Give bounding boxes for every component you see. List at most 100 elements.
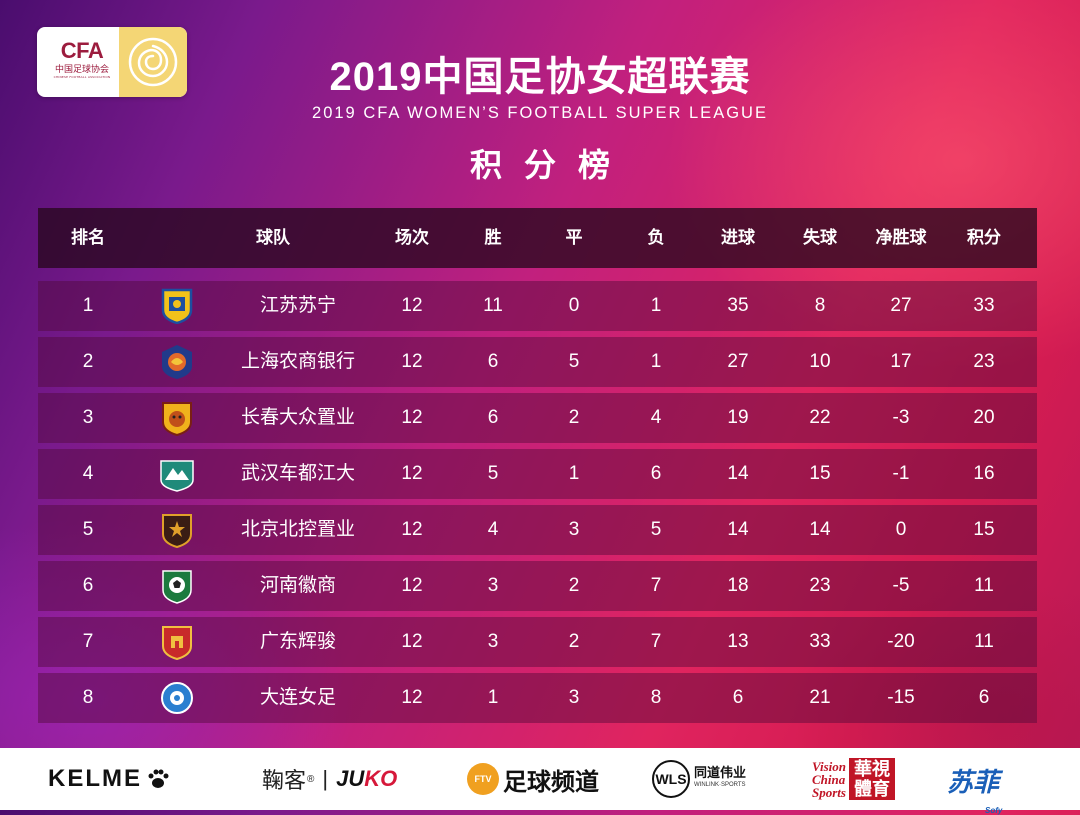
rose-icon bbox=[128, 37, 178, 87]
vision-chinese: 華視體育 bbox=[848, 758, 895, 800]
winlink-english: WINLINK·SPORTS bbox=[694, 782, 746, 788]
lost: 8 bbox=[650, 687, 662, 708]
played: 12 bbox=[401, 519, 423, 540]
points: 6 bbox=[978, 687, 990, 708]
team-name: 北京北控置业 bbox=[240, 519, 355, 540]
played: 12 bbox=[401, 687, 423, 708]
rank: 6 bbox=[82, 575, 94, 596]
goals-against: 22 bbox=[809, 407, 831, 428]
sofy-english: Sofy bbox=[985, 806, 1003, 815]
goal-difference: 17 bbox=[890, 351, 912, 372]
goals-against: 23 bbox=[809, 575, 831, 596]
drawn: 1 bbox=[568, 463, 580, 484]
drawn: 2 bbox=[568, 631, 580, 652]
juko-chinese: 鞠客 bbox=[262, 768, 307, 793]
vision-line-1: Vision bbox=[812, 758, 846, 774]
lost: 7 bbox=[650, 631, 662, 652]
tiger-crest-icon bbox=[162, 402, 192, 436]
castle-crest-icon bbox=[162, 626, 192, 660]
team-name: 大连女足 bbox=[259, 687, 336, 708]
goal-difference: -20 bbox=[887, 631, 915, 652]
drawn: 0 bbox=[568, 295, 580, 316]
goals-for: 19 bbox=[727, 407, 749, 428]
played: 12 bbox=[401, 295, 423, 316]
mountain-crest-icon bbox=[160, 460, 194, 492]
goals-against: 14 bbox=[809, 519, 831, 540]
table-row: 1 江苏苏宁 12 11 0 1 35 8 27 33 bbox=[38, 281, 1037, 331]
lost: 1 bbox=[650, 295, 662, 316]
table-row: 2 上海农商银行 12 6 5 1 27 10 17 23 bbox=[38, 337, 1037, 387]
sponsor-winlink: WLS 同道伟业 WINLINK·SPORTS bbox=[652, 748, 746, 810]
cfa-wordmark: CFA 中国足球协会 CHINESE FOOTBALL ASSOCIATION bbox=[47, 39, 117, 80]
rank: 8 bbox=[82, 687, 94, 708]
points: 15 bbox=[973, 519, 995, 540]
drawn: 2 bbox=[568, 575, 580, 596]
points: 11 bbox=[974, 631, 994, 652]
lost: 5 bbox=[650, 519, 662, 540]
table-row: 3 长春大众置业 12 6 2 4 19 22 -3 20 bbox=[38, 393, 1037, 443]
lost: 6 bbox=[650, 463, 662, 484]
rank: 1 bbox=[82, 295, 94, 316]
page-title: 2019中国足协女超联赛 bbox=[329, 55, 751, 99]
paw-icon bbox=[148, 769, 169, 788]
cfa-letters: CFA bbox=[60, 38, 104, 63]
played: 12 bbox=[401, 575, 423, 596]
wls-mark: WLS bbox=[652, 760, 690, 798]
lost: 1 bbox=[650, 351, 662, 372]
won: 6 bbox=[487, 351, 499, 372]
cfa-logo: CFA 中国足球协会 CHINESE FOOTBALL ASSOCIATION bbox=[37, 27, 187, 97]
team-name: 河南徽商 bbox=[259, 575, 336, 596]
drawn: 3 bbox=[568, 519, 580, 540]
col-goals-against: 失球 bbox=[803, 228, 837, 247]
sofy-chinese: 苏菲 bbox=[947, 767, 1000, 797]
shield-icon-blue-yellow bbox=[161, 288, 193, 324]
round-crest-icon bbox=[161, 682, 193, 714]
goals-against: 8 bbox=[814, 295, 826, 316]
sponsor-sofy: 苏菲 Sofy bbox=[947, 762, 1002, 815]
points: 16 bbox=[973, 463, 995, 484]
rank: 7 bbox=[82, 631, 94, 652]
kelme-wordmark: KELME bbox=[48, 765, 142, 792]
rank: 3 bbox=[82, 407, 94, 428]
col-won: 胜 bbox=[484, 228, 502, 247]
col-goals-for: 进球 bbox=[721, 228, 755, 247]
ftv-icon: FTV bbox=[467, 763, 499, 795]
rank: 5 bbox=[82, 519, 94, 540]
col-rank: 排名 bbox=[71, 228, 105, 247]
won: 5 bbox=[487, 463, 499, 484]
lost: 4 bbox=[650, 407, 662, 428]
goals-against: 10 bbox=[809, 351, 831, 372]
team-name: 上海农商银行 bbox=[240, 351, 355, 372]
table-row: 6 河南徽商 12 3 2 7 18 23 -5 11 bbox=[38, 561, 1037, 611]
ball-crest-icon bbox=[162, 570, 192, 604]
star-crest-icon bbox=[162, 514, 192, 548]
table-row: 8 大连女足 12 1 3 8 6 21 -15 6 bbox=[38, 673, 1037, 723]
dragon-crest-icon bbox=[162, 345, 192, 379]
won: 3 bbox=[487, 575, 499, 596]
goals-against: 21 bbox=[809, 687, 831, 708]
points: 33 bbox=[973, 295, 995, 316]
goals-for: 14 bbox=[727, 463, 749, 484]
goals-for: 14 bbox=[727, 519, 749, 540]
goal-difference: 27 bbox=[890, 295, 912, 316]
col-goal-difference: 净胜球 bbox=[875, 228, 927, 247]
goal-difference: -1 bbox=[892, 463, 910, 484]
vision-line-3: Sports bbox=[812, 784, 846, 800]
col-points: 积分 bbox=[967, 228, 1001, 247]
col-drawn: 平 bbox=[565, 228, 583, 247]
goals-against: 33 bbox=[809, 631, 831, 652]
col-played: 场次 bbox=[395, 228, 429, 247]
drawn: 5 bbox=[568, 351, 580, 372]
football-channel-name: 足球频道 bbox=[503, 768, 599, 796]
played: 12 bbox=[401, 407, 423, 428]
rose-emblem bbox=[119, 27, 187, 97]
rank: 2 bbox=[82, 351, 94, 372]
goal-difference: -3 bbox=[892, 407, 910, 428]
table-row: 5 北京北控置业 12 4 3 5 14 14 0 15 bbox=[38, 505, 1037, 555]
sponsor-kelme: KELME bbox=[48, 748, 170, 810]
page-title-english: 2019 CFA WOMEN’S FOOTBALL SUPER LEAGUE bbox=[312, 104, 768, 122]
col-lost: 负 bbox=[647, 228, 665, 247]
goals-for: 13 bbox=[727, 631, 749, 652]
won: 6 bbox=[487, 407, 499, 428]
team-name: 武汉车都江大 bbox=[240, 463, 355, 484]
